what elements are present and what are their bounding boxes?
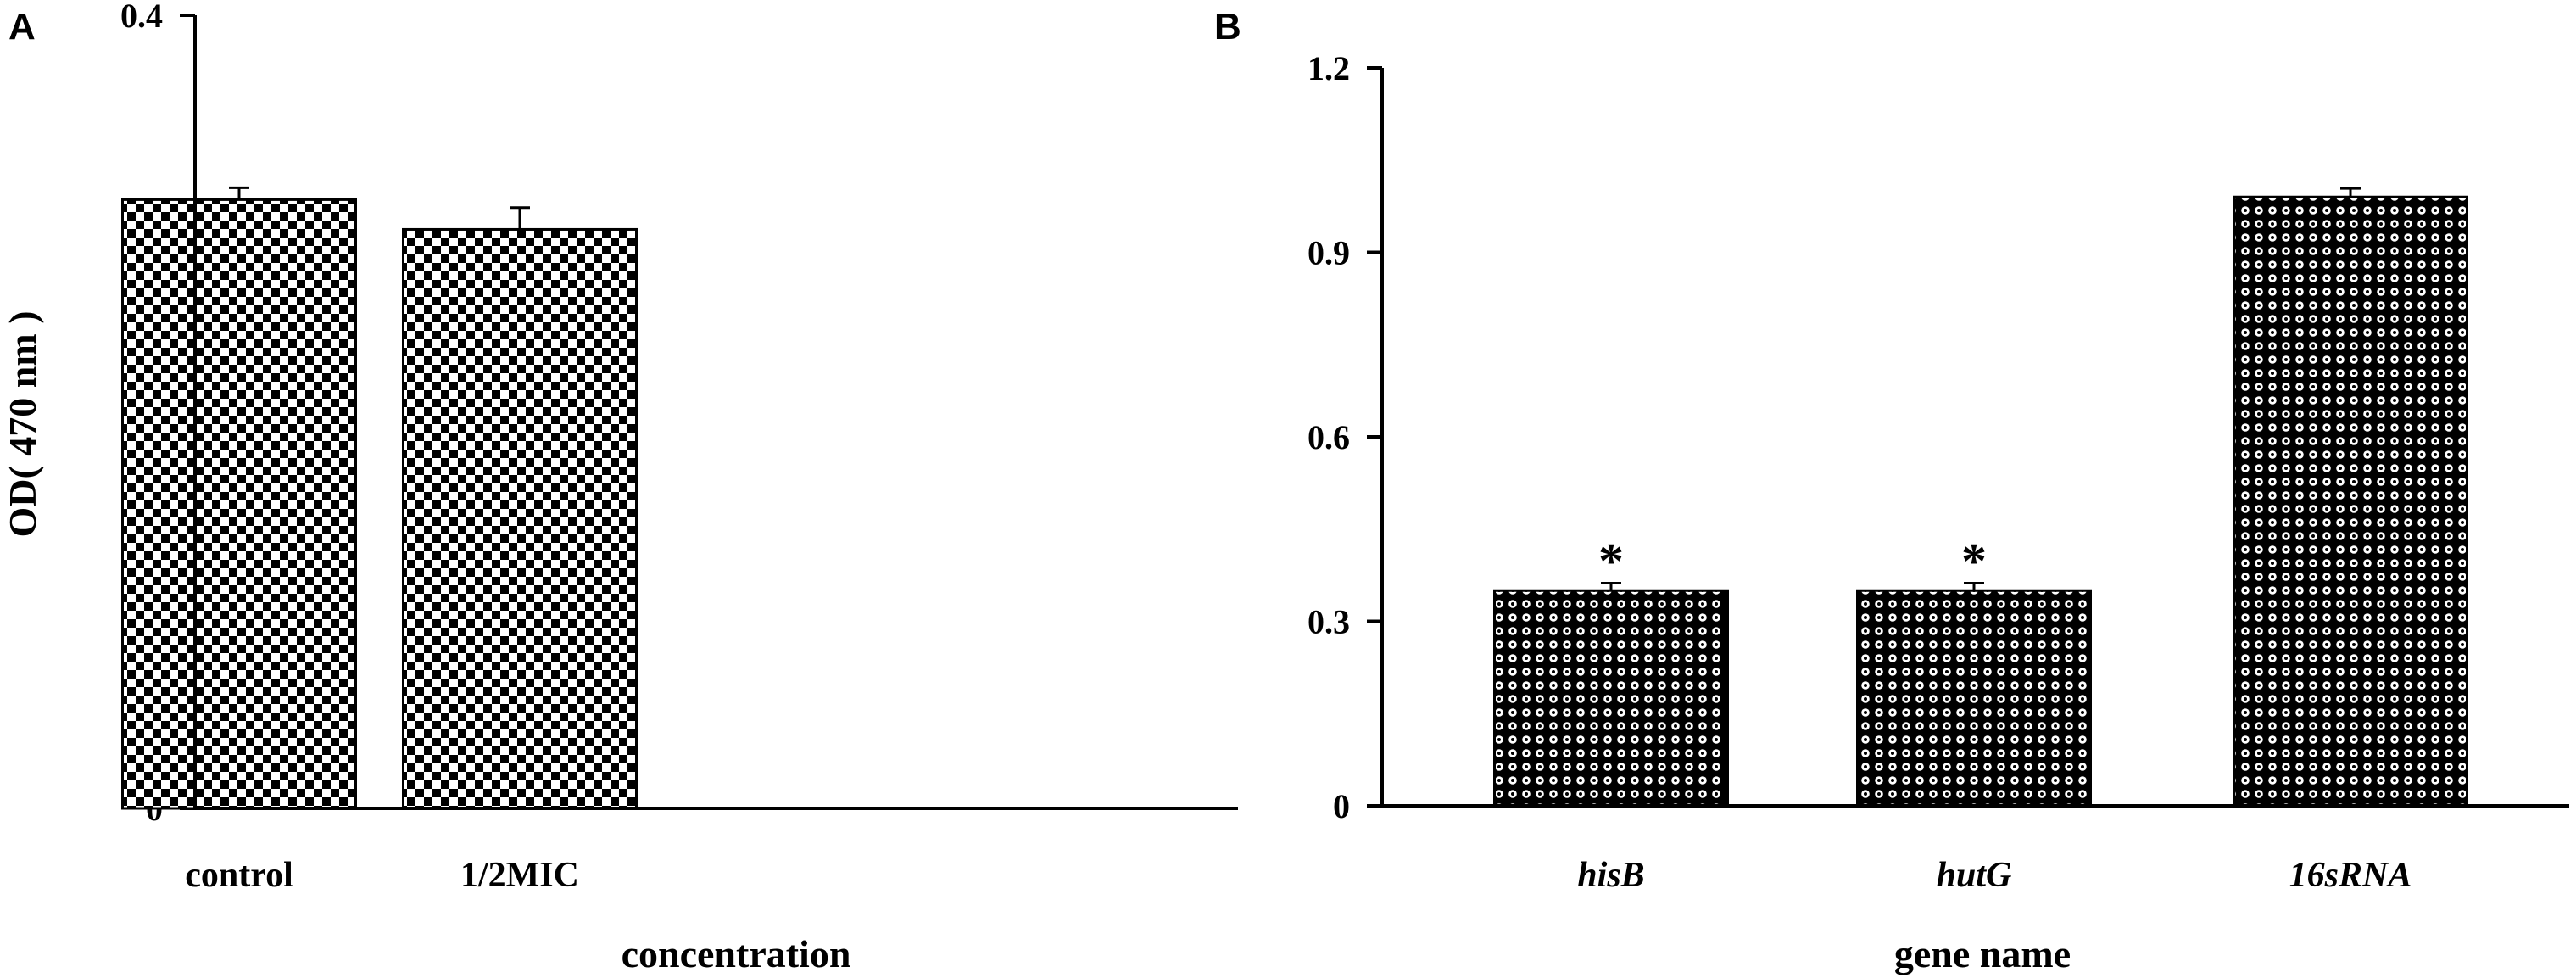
panel-b-bar: [1493, 589, 1729, 808]
panel-a-bar: [402, 227, 638, 810]
panel-b-y-ticks: 0 0.3 0.6 0.9 1.2: [1308, 49, 1382, 825]
panel-b-x-axis-title: gene name: [1894, 932, 2071, 975]
panel-b-category-label: 16sRNA: [2289, 856, 2412, 895]
panel-b-y-tick-label: 0.6: [1308, 418, 1350, 456]
panel-b-category-labels: hisB hutG 16sRNA: [1577, 856, 2412, 895]
panel-b-category-label: hisB: [1577, 856, 1644, 895]
panel-b-bars: * *: [1493, 187, 2468, 808]
panel-a-bar: [121, 198, 357, 810]
panel-a-x-axis-title: concentration: [622, 932, 851, 975]
panel-a-category-label: control: [185, 856, 293, 895]
panel-b-letter: B: [1214, 6, 1241, 48]
panel-a: A OD( 470 nm ) concentration 00.10.20.30…: [1, 0, 1238, 975]
panel-b-significance-marker: *: [1961, 534, 1987, 590]
panel-a-letter: A: [8, 6, 36, 48]
panel-b-significance-marker: *: [1598, 534, 1624, 590]
panel-b-bar: [2233, 195, 2468, 808]
panel-b-y-tick-label: 0: [1333, 787, 1350, 825]
panel-b-category-label: hutG: [1937, 856, 2012, 895]
panel-a-y-axis-title: OD( 470 nm ): [1, 310, 44, 537]
panel-b: B gene name 00.30.60.91.2 * * hisB hutG 16s…: [1214, 6, 2569, 975]
panel-a-bars: [121, 186, 638, 810]
panel-a-category-label: 1/2MIC: [460, 856, 579, 895]
panel-a-y-tick-label: 0.4: [120, 0, 163, 35]
panel-b-y-tick-label: 0.9: [1308, 234, 1350, 272]
panel-a-category-labels: control 1/2MIC: [185, 856, 579, 895]
panel-b-bar: [1856, 589, 2092, 808]
panel-b-y-tick-label: 1.2: [1308, 49, 1350, 87]
panel-b-y-tick-label: 0.3: [1308, 603, 1350, 641]
